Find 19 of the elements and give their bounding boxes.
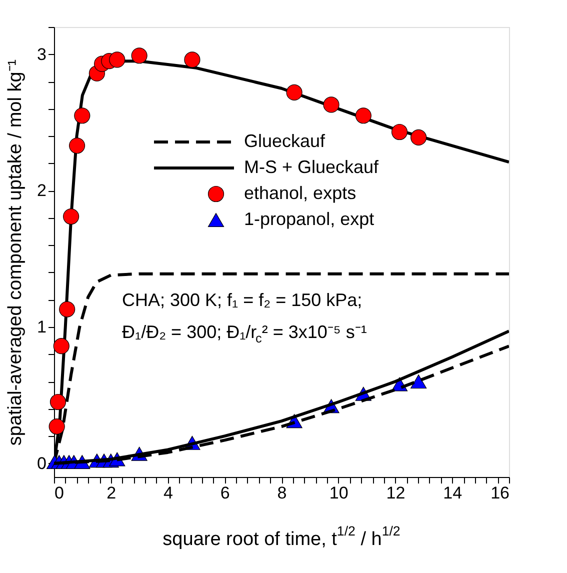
x-tick-label: 2 (106, 484, 116, 502)
y-tick-label: 1 (37, 318, 46, 336)
legend-label: M-S + Glueckauf (244, 157, 380, 177)
annotation: CHA; 300 K; f₁ = f₂ = 150 kPa; (122, 290, 362, 310)
x-tick-label: 16 (490, 484, 510, 502)
legend-label: 1-propanol, expt (244, 209, 374, 229)
x-tick-label: 4 (164, 484, 173, 502)
x-tick-label: 12 (386, 484, 406, 502)
legend-label: Glueckauf (244, 131, 326, 151)
x-tick-label: 0 (54, 484, 64, 502)
x-tick-label: 10 (329, 484, 348, 502)
y-axis-title: spatial-averaged component uptake / mol kg⁻¹ (5, 59, 26, 446)
x-tick-label: 14 (443, 484, 462, 502)
y-tick-label: 3 (37, 44, 46, 64)
legend-label: ethanol, expts (244, 183, 356, 203)
y-tick-label: 0 (37, 454, 46, 473)
y-tick-label: 2 (37, 181, 46, 200)
x-tick-label: 6 (220, 484, 230, 502)
x-tick-label: 8 (277, 484, 287, 502)
